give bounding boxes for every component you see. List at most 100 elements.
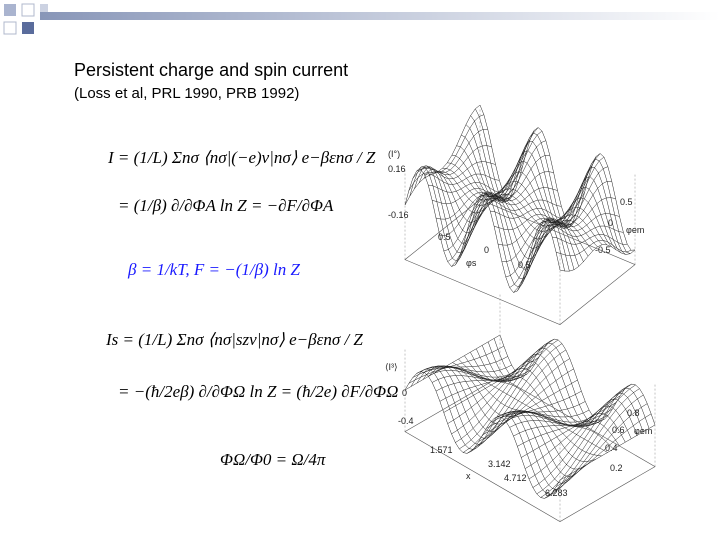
mesh-line [432, 373, 528, 383]
mesh-line [513, 414, 609, 437]
axis-label: x [466, 471, 471, 481]
mesh-line [528, 389, 625, 480]
mesh-line [540, 384, 636, 498]
mesh-line [412, 356, 508, 378]
mesh-line [416, 145, 492, 176]
axis-label: φem [626, 225, 644, 235]
equation: I = (1/L) Σnσ ⟨nσ|(−e)v|nσ⟩ e−βεnσ / Z [108, 148, 376, 167]
mesh-line [559, 424, 656, 481]
mesh-line [424, 173, 500, 185]
mesh-line [478, 368, 574, 442]
axis-label: 0.5 [438, 232, 451, 242]
mesh-line [466, 343, 563, 454]
mesh-line [536, 180, 612, 231]
mesh-line [474, 154, 550, 205]
mesh-line [482, 379, 578, 436]
axis-label: -0.4 [398, 416, 414, 426]
mesh-line [494, 409, 590, 419]
axis-label: 3.142 [488, 459, 511, 469]
title: Persistent charge and spin current [74, 60, 349, 80]
equation: = −(ħ/2eβ) ∂/∂ΦΩ ln Z = (ħ/2e) ∂F/∂ΦΩ [118, 382, 399, 401]
mesh-line [524, 153, 601, 272]
corner-square [22, 22, 34, 34]
mesh-line [420, 161, 496, 180]
mesh-line [409, 166, 565, 288]
mesh-line [544, 388, 640, 499]
mesh-line [497, 410, 594, 423]
axis-label: -0.16 [388, 210, 409, 220]
mesh-line [544, 213, 620, 232]
equation: ΦΩ/Φ0 = Ω/4π [220, 450, 326, 469]
mesh-line [408, 114, 484, 191]
axis-label: 0 [402, 388, 407, 398]
mesh-line [474, 358, 570, 448]
mesh-line [555, 413, 652, 487]
mesh-line [435, 369, 532, 392]
mesh-line [408, 345, 504, 384]
mesh-line [490, 401, 586, 423]
mesh-line [490, 208, 566, 219]
axis-label: φem [634, 426, 652, 436]
mesh-line [486, 199, 562, 211]
mesh-line [459, 338, 555, 450]
mesh-line [517, 408, 613, 447]
mesh-line [552, 403, 648, 493]
mesh-line [505, 206, 581, 278]
mesh-line [423, 169, 579, 267]
mesh-line [462, 339, 559, 453]
mesh-line [466, 130, 543, 232]
mesh-line [412, 128, 488, 179]
mesh-line [482, 187, 558, 206]
axis-label: 0.16 [388, 164, 406, 174]
mesh-line [494, 214, 570, 231]
mesh-line [540, 197, 616, 228]
mesh-line [428, 370, 524, 382]
mesh-line [548, 225, 624, 237]
mesh-line [559, 244, 636, 272]
corner-square [3, 21, 17, 35]
mesh-line [505, 415, 601, 427]
mesh-line [462, 127, 539, 246]
axis-label: 0 [484, 245, 489, 255]
axis-label: -0.5 [595, 245, 611, 255]
mesh-line [443, 180, 519, 252]
mesh-line [552, 234, 628, 245]
plots: (I°) 0.16 -0.16 0.5 0 φs 0.5 0 0.5 -0.5 φem ⟨I³⟩ 0 -0… [385, 104, 656, 522]
mesh-line [455, 340, 551, 443]
mesh-line [435, 192, 512, 220]
axis-label: 0.5 [518, 260, 531, 270]
axis-label: 0.4 [605, 443, 618, 453]
mesh-line [521, 402, 617, 458]
mesh-line [509, 418, 605, 428]
equation: = (1/β) ∂/∂ΦA ln Z = −∂F/∂ΦA [118, 196, 334, 215]
corner-square [21, 3, 35, 17]
mesh-line [416, 364, 512, 374]
corner-square [40, 4, 48, 12]
axis-label: 1.571 [430, 445, 453, 455]
mesh-line [536, 383, 632, 495]
axis-label: 0.8 [627, 408, 640, 418]
mesh-line [528, 156, 605, 258]
axis-label: 0.5 [620, 197, 633, 207]
axis-label: 4.712 [504, 473, 527, 483]
mesh-line [478, 171, 554, 202]
top-bar [40, 12, 720, 20]
axis-label: φs [466, 258, 477, 268]
axis-label: ⟨I³⟩ [385, 362, 398, 372]
mesh-line [451, 344, 547, 435]
mesh-line [439, 363, 535, 402]
equation: Is = (1/L) Σnσ ⟨nσ|szv|nσ⟩ e−βεnσ / Z [106, 330, 363, 349]
mesh-line [497, 218, 574, 246]
equation: β = 1/kT, F = −(1/β) ln Z [128, 260, 300, 279]
axis-label: 0.6 [612, 425, 625, 435]
corner-square [4, 4, 16, 16]
mesh-line [532, 385, 629, 488]
axis-label: 0.2 [610, 463, 623, 473]
mesh-line [404, 334, 501, 391]
mesh-line [439, 191, 516, 237]
subtitle: (Loss et al, PRL 1990, PRB 1992) [74, 85, 300, 102]
axis-label: (I°) [388, 149, 400, 159]
axis-label: 6.283 [545, 488, 568, 498]
mesh-line [556, 240, 632, 257]
